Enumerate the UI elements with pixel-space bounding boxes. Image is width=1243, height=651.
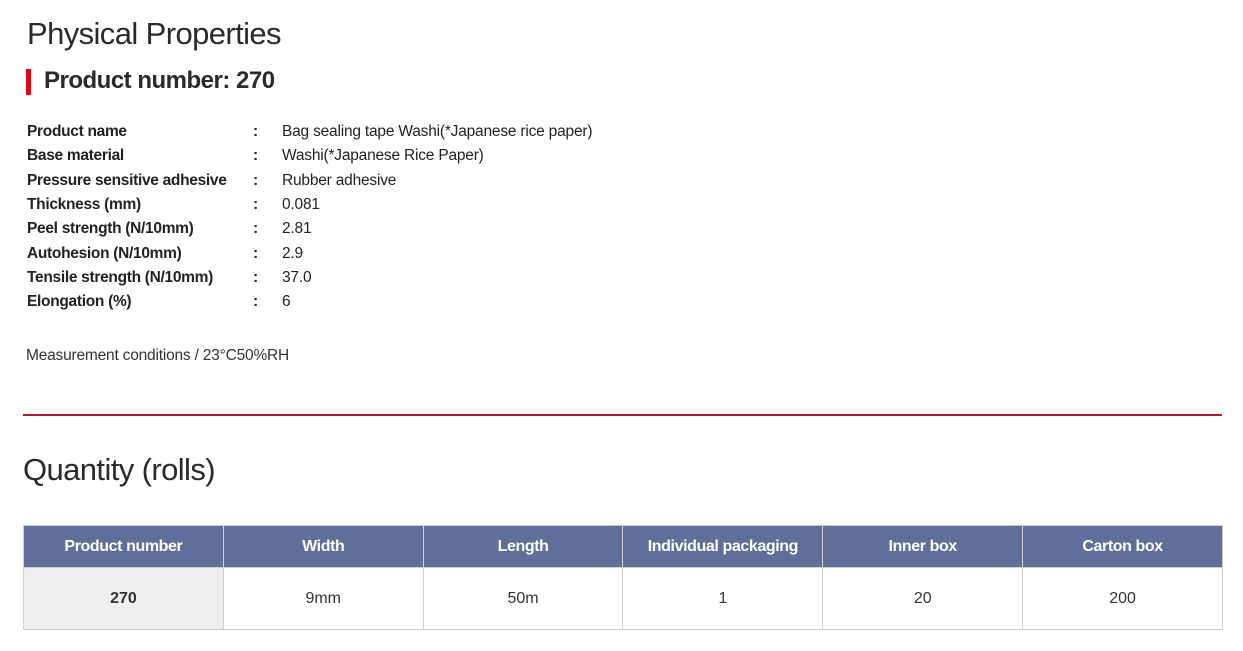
column-header: Width: [222, 525, 424, 568]
spec-row: Tensile strength (N/10mm): 37.0: [27, 266, 592, 290]
quantity-heading: Quantity (rolls): [23, 452, 216, 487]
spec-separator: :: [253, 196, 259, 214]
table-cell: 200: [1022, 567, 1223, 630]
spec-separator: :: [253, 268, 259, 286]
spec-label: Base material: [27, 147, 124, 165]
spec-row: Pressure sensitive adhesive: Rubber adhes…: [27, 169, 592, 193]
table-cell: 50m: [422, 567, 624, 630]
spec-label: Elongation (%): [27, 293, 132, 311]
spec-label: Autohesion (N/10mm): [27, 244, 182, 262]
spec-value: Rubber adhesive: [282, 171, 397, 189]
column-header: Product number: [23, 525, 224, 568]
accent-bar: [26, 69, 31, 95]
spec-value: 0.081: [282, 196, 320, 214]
spec-separator: :: [253, 123, 259, 141]
spec-value: 6: [282, 293, 291, 311]
spec-separator: :: [253, 147, 259, 165]
spec-value: 2.81: [282, 220, 312, 238]
spec-value: 2.9: [282, 244, 303, 262]
spec-row: Autohesion (N/10mm): 2.9: [27, 241, 592, 265]
spec-row: Elongation (%): 6: [27, 290, 592, 314]
table-header-row: Product number Width Length Individual pack…: [23, 525, 1223, 568]
spec-label: Peel strength (N/10mm): [27, 220, 194, 238]
spec-separator: :: [253, 244, 259, 262]
spec-value: Bag sealing tape Washi(*Japanese rice pa…: [282, 123, 593, 141]
table-cell: 1: [622, 567, 824, 630]
spec-row: Base material: Washi(*Japanese Rice Paper…: [27, 144, 592, 168]
measurement-conditions: Measurement conditions / 23°C50%RH: [26, 347, 290, 364]
table-cell: 9mm: [222, 567, 424, 630]
spec-separator: :: [253, 220, 259, 238]
table-cell: 270: [23, 567, 224, 630]
column-header: Inner box: [822, 525, 1024, 568]
spec-list: Product name: Bag sealing tape Washi(*Jap…: [27, 120, 592, 314]
section-divider: [23, 414, 1222, 416]
spec-separator: :: [253, 293, 259, 311]
spec-value: Washi(*Japanese Rice Paper): [282, 147, 484, 165]
spec-label: Product name: [27, 123, 127, 141]
spec-value: 37.0: [282, 268, 312, 286]
spec-label: Pressure sensitive adhesive: [27, 171, 227, 189]
spec-row: Product name: Bag sealing tape Washi(*Jap…: [27, 120, 592, 144]
spec-label: Tensile strength (N/10mm): [27, 268, 214, 286]
spec-row: Peel strength (N/10mm): 2.81: [27, 217, 592, 241]
spec-row: Thickness (mm): 0.081: [27, 193, 592, 217]
column-header: Individual packaging: [622, 525, 824, 568]
column-header: Length: [422, 525, 624, 568]
product-number-heading: Product number: 270: [44, 67, 275, 94]
page-title: Physical Properties: [27, 16, 282, 51]
spec-label: Thickness (mm): [27, 196, 141, 214]
quantity-table: Product number Width Length Individual pack…: [23, 525, 1223, 630]
spec-separator: :: [253, 171, 259, 189]
table-cell: 20: [822, 567, 1024, 630]
table-row: 270 9mm 50m 1 20 200: [23, 567, 1223, 630]
column-header: Carton box: [1022, 525, 1223, 568]
